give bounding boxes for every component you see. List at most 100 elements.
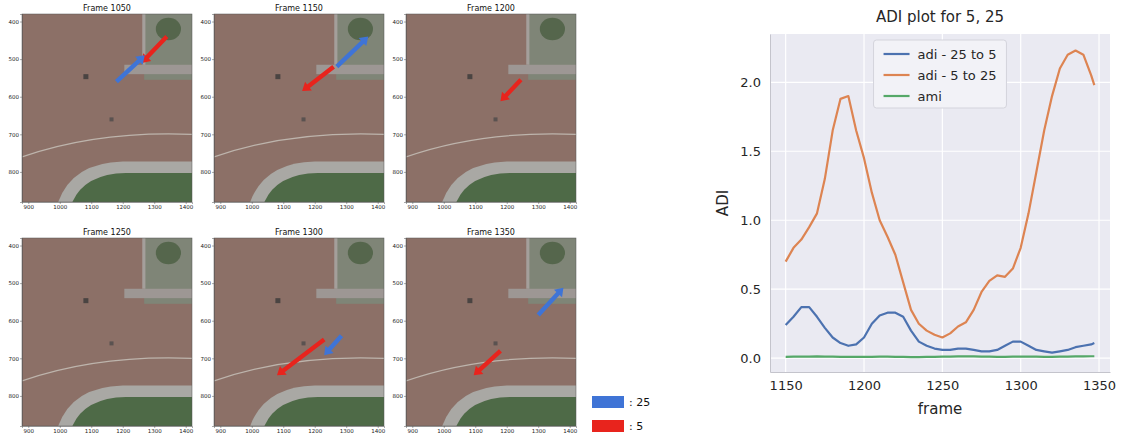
tick: 900: [24, 202, 35, 210]
tick-label: 700: [9, 132, 20, 138]
tick: 1200: [308, 426, 322, 434]
tick: 1300: [148, 426, 162, 434]
frame-title: Frame 1250: [83, 228, 131, 237]
tick: 1300: [340, 202, 354, 210]
tick: 1100: [85, 426, 99, 434]
grid-line: [1098, 34, 1099, 372]
plot-lines: [786, 51, 1095, 358]
axis: 90010001100120013001400: [23, 202, 194, 210]
legend-item: : 5: [592, 420, 643, 433]
tick-label: 600: [201, 94, 212, 100]
ground: [406, 238, 576, 426]
tick-label: 400: [201, 243, 212, 249]
tick-label: 1150: [770, 378, 803, 393]
tick: 1150: [770, 372, 803, 393]
frame-image: [22, 238, 192, 426]
legend-label: : 25: [629, 396, 650, 409]
tick: 1100: [277, 426, 291, 434]
bin: [302, 341, 306, 345]
bush: [156, 18, 181, 41]
tick: 1300: [1005, 372, 1038, 393]
pavement: [58, 161, 192, 202]
frame-panel: 90010001100120013001400400500600700800Fr…: [393, 4, 578, 210]
tick-label: 1300: [148, 204, 162, 210]
tick-label: 1000: [437, 428, 451, 434]
axis: 400500600700800: [9, 15, 23, 203]
tick-mark: [20, 396, 22, 397]
frame-image: [406, 14, 576, 202]
tick-label: 600: [393, 94, 404, 100]
tick: 1400: [563, 426, 577, 434]
pavement: [58, 385, 192, 426]
tick-label: 800: [201, 169, 212, 175]
axis-line: [404, 15, 407, 203]
tick: 700: [9, 132, 23, 138]
tick: 400: [393, 19, 407, 25]
tick-label: 500: [393, 56, 404, 62]
tick-mark: [212, 358, 214, 359]
tick-label: 900: [408, 428, 419, 434]
tick-label: 600: [9, 94, 20, 100]
bush: [156, 242, 181, 265]
axis: 400 500 600 700 800: [201, 15, 215, 203]
pavement: [250, 385, 384, 426]
legend-item: ami: [884, 89, 942, 104]
tick: 1200: [848, 372, 881, 393]
ground: [22, 14, 192, 202]
bush: [348, 242, 373, 265]
tick-label: 1000: [245, 204, 259, 210]
series-line: [786, 51, 1095, 338]
legend: adi - 25 to 5adi - 5 to 25ami: [874, 40, 1007, 108]
tick-label: 0.5: [740, 282, 761, 297]
tick-label: 500: [201, 56, 212, 62]
axis: 90010001100120013001400: [407, 426, 578, 434]
tick-mark: [404, 396, 406, 397]
tick-label: 1400: [563, 204, 577, 210]
tick: 700: [201, 132, 215, 138]
tick-label: 1.0: [740, 213, 761, 228]
tick-mark: [404, 246, 406, 247]
frame-border: [214, 14, 384, 202]
plot-background: [770, 34, 1110, 372]
tick-mark: [404, 97, 406, 98]
tick-label: 700: [201, 356, 212, 362]
tick: 500: [9, 56, 23, 62]
arrow: [142, 35, 169, 63]
path-line: [22, 134, 192, 157]
grid-line: [863, 34, 864, 372]
ground: [214, 14, 384, 202]
tick-label: 1400: [179, 204, 193, 210]
axis-line: [23, 427, 193, 429]
tick-mark: [404, 172, 406, 173]
tick: 700: [9, 356, 23, 362]
tick: 900: [216, 202, 227, 210]
axis: 11501200125013001350: [770, 372, 1116, 393]
frame-panel: 90010001100120013001400400500600700800Fr…: [9, 228, 194, 434]
tick-label: 600: [201, 318, 212, 324]
bin: [494, 341, 498, 345]
tick-label: 1000: [245, 428, 259, 434]
tick-label: 0.0: [740, 351, 761, 366]
tick: 1400: [179, 202, 193, 210]
tick-label: 700: [201, 132, 212, 138]
tick: 1100: [469, 426, 483, 434]
axis-line: [215, 203, 385, 205]
bush: [540, 242, 565, 265]
tick-label: 1100: [277, 204, 291, 210]
tick-label: 700: [9, 356, 20, 362]
tick: 600: [393, 318, 407, 324]
tick-mark: [20, 97, 22, 98]
tick-label: 2.0: [740, 75, 761, 90]
tick-label: 400: [9, 19, 20, 25]
tick-label: 1100: [277, 428, 291, 434]
series-line: [786, 355, 1095, 358]
tick-label: 1200: [116, 204, 130, 210]
tick-label: 1350: [1083, 378, 1116, 393]
tick: 900: [408, 202, 419, 210]
tick: 400: [201, 19, 215, 25]
arrow-legend: : 25 : 5: [592, 396, 650, 433]
legend-item: adi - 5 to 25: [884, 68, 997, 83]
tick: 500: [9, 280, 23, 286]
arrow: [537, 288, 564, 317]
tick: 1000: [437, 426, 451, 434]
